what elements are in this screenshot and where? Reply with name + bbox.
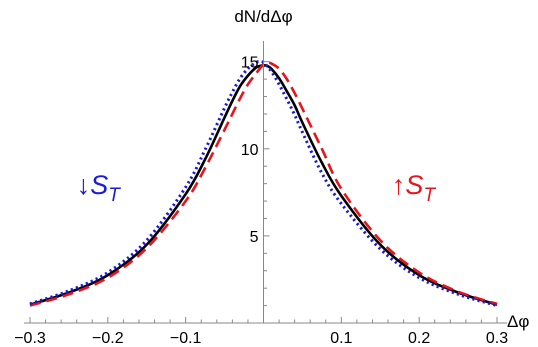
- annotation-main: ↓S: [77, 170, 109, 200]
- annotations-layer: ↓ST ↑ST: [77, 170, 437, 206]
- spin-annotation: ↑ST: [392, 170, 437, 206]
- y-tick-label: 5: [250, 229, 259, 246]
- annotation-main: ↑S: [392, 170, 424, 200]
- annotation-subscript: T: [423, 185, 436, 206]
- y-tick-label: 10: [241, 142, 259, 159]
- series-line-dashed: [29, 61, 498, 307]
- ticks-layer: −0.3 −0.2 −0.1 0.1 0.2 0.3 5 10 15: [14, 55, 508, 347]
- series-line-dotted: [29, 60, 498, 308]
- spin-annotation: ↓ST: [77, 170, 122, 206]
- x-tick-label: 0.1: [330, 330, 352, 347]
- x-tick-label: 0.2: [408, 330, 430, 347]
- axes-layer: [24, 41, 507, 324]
- x-axis-label: Δφ: [507, 312, 529, 331]
- x-tick-label: −0.2: [92, 330, 124, 347]
- annotation-subscript: T: [108, 185, 121, 206]
- x-tick-label: −0.1: [170, 330, 202, 347]
- y-axis-label: dN/dΔφ: [234, 7, 292, 26]
- x-tick-label: 0.3: [486, 330, 508, 347]
- y-tick-label: 15: [241, 55, 259, 72]
- x-tick-label: −0.3: [14, 330, 46, 347]
